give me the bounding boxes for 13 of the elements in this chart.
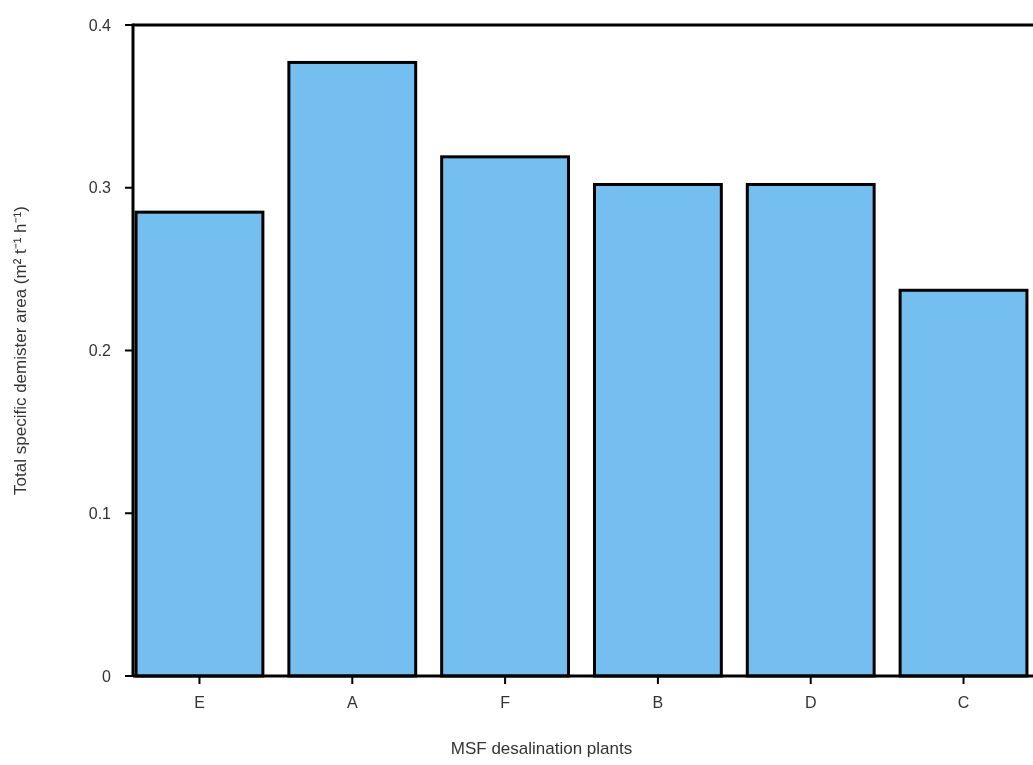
y-axis-title: Total specific demister area (m² t⁻¹ h⁻¹) (11, 206, 30, 495)
y-tick-label: 0.1 (88, 504, 112, 522)
y-tick-label: 0.3 (88, 179, 112, 197)
x-axis-title: MSF desalination plants (450, 739, 633, 758)
y-tick-label: 0.4 (88, 16, 112, 34)
x-tick-label: F (500, 694, 511, 711)
x-tick-label: A (346, 694, 358, 711)
y-tick-label: 0 (102, 667, 112, 685)
y-tick-label: 0.2 (88, 342, 112, 360)
x-tick-label: D (804, 694, 817, 711)
x-tick-label: C (957, 694, 970, 711)
x-tick-label: E (194, 694, 205, 711)
x-tick-label: B (652, 694, 664, 711)
